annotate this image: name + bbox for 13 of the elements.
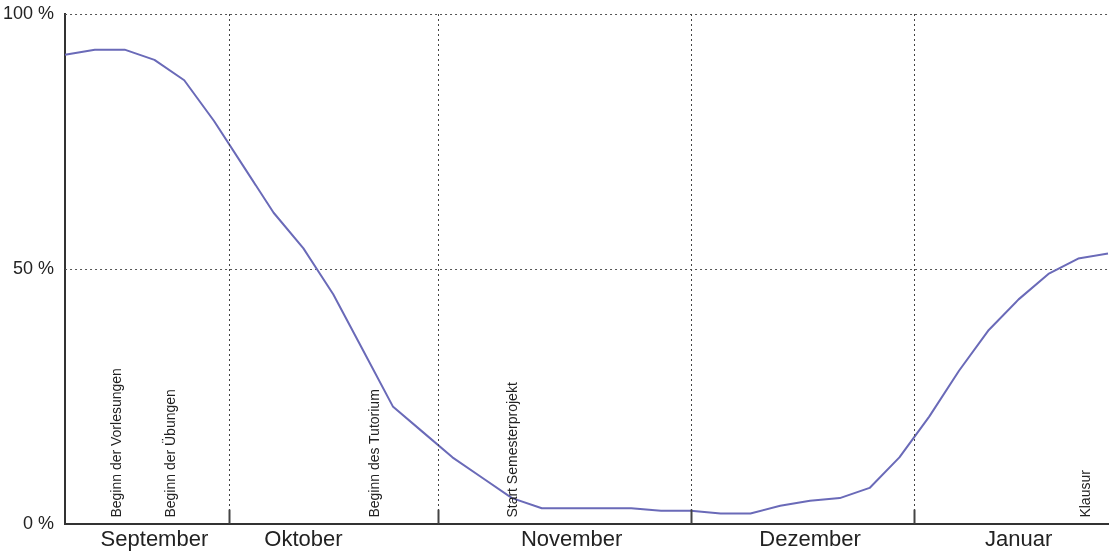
y-tick-label: 100 % — [2, 2, 55, 23]
annotation: Beginn der Vorlesungen — [108, 368, 125, 518]
y-tick-label: 0 % — [23, 512, 55, 533]
y-tick-label: 50 % — [13, 257, 55, 278]
annotation: Start Semesterprojekt — [504, 382, 521, 518]
annotation: Klausur — [1077, 469, 1094, 518]
x-tick-label: Dezember — [759, 525, 861, 551]
annotation: Beginn der Übungen — [161, 389, 179, 518]
x-tick-label: November — [520, 525, 623, 551]
x-tick-label: September — [100, 525, 209, 551]
x-tick-label: Januar — [984, 525, 1053, 551]
annotation: Beginn des Tutorium — [365, 389, 382, 518]
x-tick-label: Oktober — [264, 525, 343, 551]
